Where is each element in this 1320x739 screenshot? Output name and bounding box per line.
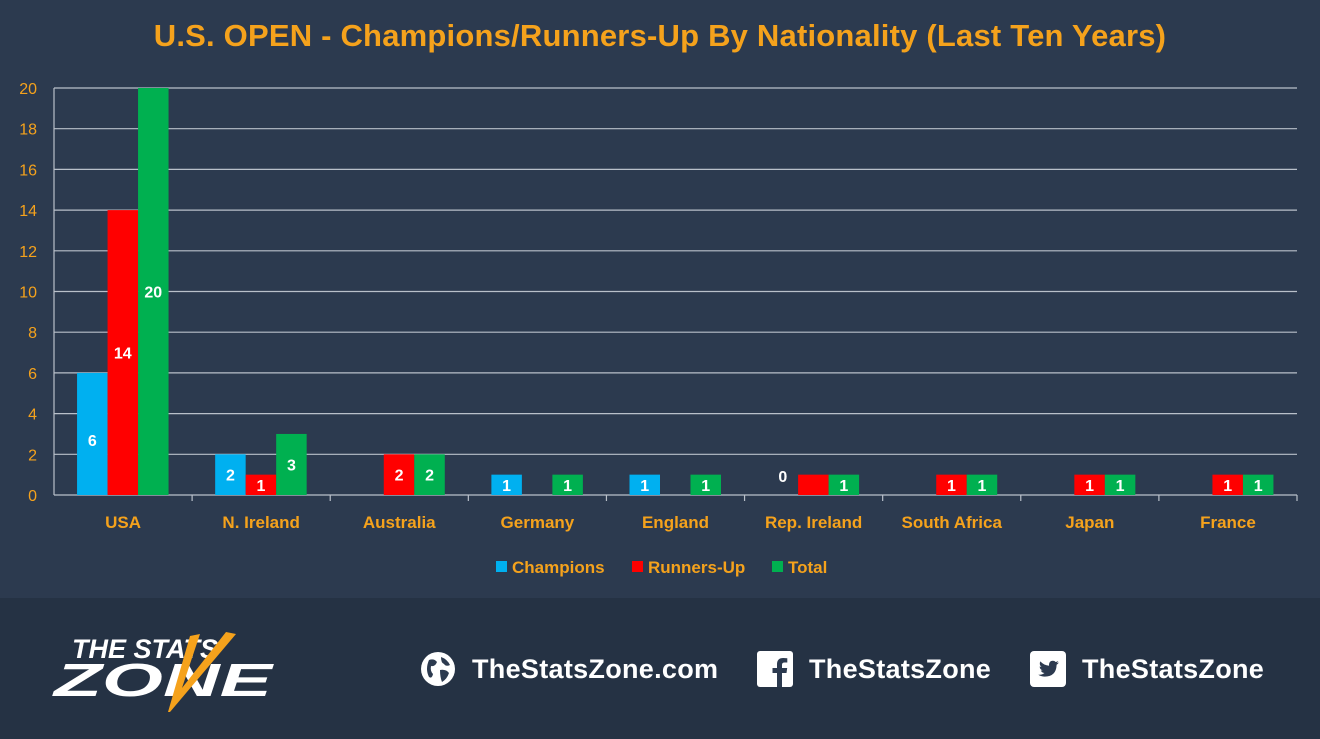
bar-total (138, 88, 169, 495)
bar-total (1104, 474, 1136, 495)
data-label: 1 (502, 478, 511, 495)
facebook-link[interactable]: TheStatsZone (757, 648, 991, 690)
bar-total (690, 474, 721, 495)
x-tick-label: USA (105, 513, 141, 532)
bar-runners-up (1074, 474, 1105, 495)
stats-zone-logo: THE STATS ZONE (51, 632, 275, 712)
y-tick-label: 20 (19, 81, 37, 98)
website-text: TheStatsZone.com (472, 653, 719, 684)
data-label: 3 (287, 457, 296, 474)
bar-runners-up (936, 474, 967, 495)
y-tick-label: 4 (28, 407, 37, 424)
facebook-icon (757, 651, 793, 687)
data-label: 0 (778, 469, 787, 486)
x-tick-label: N. Ireland (222, 513, 299, 532)
globe-icon (421, 652, 455, 686)
data-label: 1 (563, 478, 572, 495)
bar-total (1242, 474, 1274, 495)
data-label: 20 (144, 285, 162, 302)
bar-total (966, 474, 998, 495)
bar-total (552, 474, 583, 495)
data-label: 2 (425, 468, 434, 485)
y-tick-label: 14 (19, 203, 37, 220)
y-tick-label: 2 (28, 447, 37, 464)
y-tick-label: 16 (19, 162, 37, 179)
x-tick-label: England (642, 513, 709, 532)
facebook-text: TheStatsZone (809, 653, 992, 684)
data-label: 1 (947, 478, 956, 495)
logo-line2: ZONE (51, 654, 275, 706)
twitter-icon (1030, 651, 1066, 687)
x-tick-label: Germany (501, 513, 575, 532)
data-label: 1 (640, 478, 649, 495)
data-label: 6 (88, 433, 97, 450)
x-tick-label: Australia (363, 513, 436, 532)
data-label: 1 (1085, 478, 1094, 495)
x-tick-label: Rep. Ireland (765, 513, 862, 532)
y-tick-label: 8 (28, 325, 37, 342)
bar-runners-up (1212, 474, 1243, 495)
x-tick-label: South Africa (902, 513, 1003, 532)
data-label: 1 (1116, 478, 1125, 495)
legend-label: Total (788, 558, 827, 577)
data-label: 2 (226, 468, 235, 485)
data-label: 1 (701, 478, 710, 495)
footer (0, 598, 1320, 739)
legend-swatch (496, 561, 507, 572)
bar-total (276, 433, 307, 495)
x-tick-label: France (1200, 513, 1256, 532)
y-tick-label: 0 (28, 488, 37, 505)
bar-total (414, 454, 445, 495)
bar-champions (491, 474, 522, 495)
website-link[interactable]: TheStatsZone.com (420, 648, 718, 690)
bar-champions (629, 474, 660, 495)
twitter-text: TheStatsZone (1082, 653, 1265, 684)
bar-total (828, 474, 860, 495)
data-label: 1 (1254, 478, 1263, 495)
data-label: 2 (395, 468, 404, 485)
logo-swoosh (168, 632, 236, 712)
bar-runners-up (383, 454, 415, 495)
chart-title: U.S. OPEN - Champions/Runners-Up By Nati… (153, 18, 1167, 53)
twitter-link[interactable]: TheStatsZone (1030, 648, 1264, 690)
bar-champions (77, 372, 108, 495)
data-label: 1 (1223, 478, 1232, 495)
y-tick-label: 6 (28, 366, 37, 383)
x-tick-label: Japan (1065, 513, 1114, 532)
legend-label: Champions (512, 558, 605, 577)
data-label: 14 (114, 346, 132, 363)
legend-swatch (772, 561, 783, 572)
bar-runners-up (107, 210, 139, 495)
legend-swatch (632, 561, 643, 572)
data-label: 1 (839, 478, 848, 495)
data-label: 1 (256, 478, 265, 495)
y-tick-label: 18 (19, 122, 37, 139)
legend-label: Runners-Up (648, 558, 745, 577)
y-tick-label: 12 (19, 244, 37, 261)
bar-champions (215, 454, 246, 495)
bar-runners-up (245, 474, 277, 495)
bar-runners-up (798, 474, 829, 495)
data-label: 1 (978, 478, 987, 495)
y-tick-label: 10 (19, 285, 37, 302)
